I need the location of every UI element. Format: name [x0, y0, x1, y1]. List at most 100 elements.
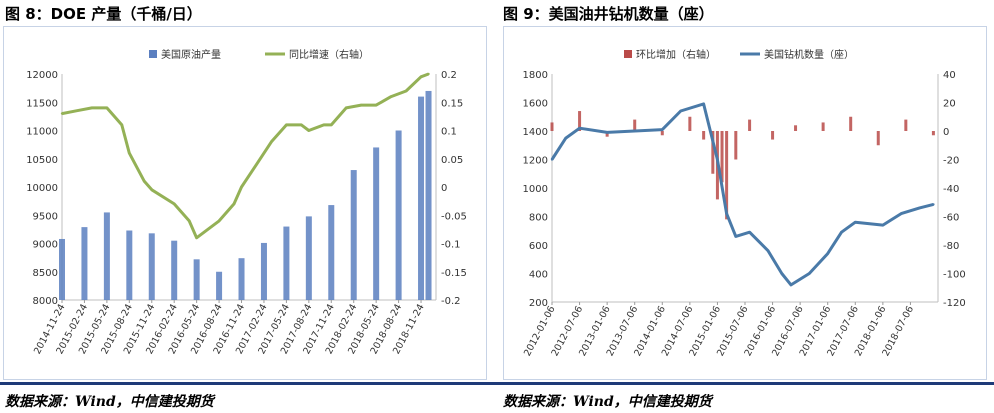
y-left-tick-label: 1600	[523, 99, 548, 110]
rig-count-chart: 20040060080010001200140016001800-120-100…	[522, 48, 966, 358]
line-point-2017-05	[285, 123, 288, 127]
bar-change-2015-03	[725, 131, 729, 220]
line-point-2012-01	[550, 158, 554, 161]
line-point-2018-01	[345, 106, 348, 110]
y-right-tick-label: -120	[943, 298, 966, 309]
line-point-2017-07	[854, 221, 857, 224]
line-point-2016-09	[808, 272, 811, 275]
line-point-2015-01	[716, 158, 719, 161]
line-point-2018-05	[900, 212, 903, 215]
line-point-2016-10	[232, 202, 236, 206]
line-point-2016-05	[789, 283, 793, 287]
y-left-tick-label: 10000	[26, 183, 58, 194]
line-point-2018-05	[374, 103, 378, 107]
bar-production-2017-02	[260, 242, 267, 300]
y-left-tick-label: 1800	[523, 70, 548, 81]
line-point-2018-09	[404, 89, 408, 93]
bar-change-2016-01	[771, 131, 775, 140]
line-point-2014-11	[60, 112, 64, 115]
line-point-2017-11	[330, 123, 333, 127]
line-point-2012-07	[578, 126, 581, 130]
y-right-tick-label: 0	[441, 183, 447, 194]
bar-change-2015-08	[748, 119, 752, 131]
legend-label: 美国原油产量	[161, 48, 221, 61]
bar-change-2018-06	[904, 119, 908, 131]
y-right-tick-label: 0	[943, 127, 949, 138]
bar-change-2014-12	[711, 131, 715, 174]
bar-production-2016-11	[238, 258, 245, 300]
bar-production-2015-11	[148, 233, 155, 300]
y-right-tick-label: -20	[943, 156, 959, 167]
line-point-2016-05	[195, 236, 198, 240]
y-right-tick-label: -0.2	[441, 296, 461, 307]
y-right-tick-label: -0.05	[441, 211, 467, 222]
bar-change-2014-07	[688, 116, 692, 131]
legend-label: 同比增速（右轴）	[289, 48, 369, 61]
y-left-tick-label: 11500	[26, 98, 58, 109]
line-point-2018-07	[389, 95, 393, 98]
line-point-2018-01	[881, 223, 885, 227]
line-point-2018-11	[419, 75, 423, 79]
bar-production-2017-08	[305, 216, 312, 300]
y-right-tick-label: -60	[943, 213, 959, 224]
chart-panel-rig-count: 200 400 600 800 1000 1200 1400 1600 1800 -120 -100…	[503, 26, 987, 380]
y-left-tick-label: 400	[529, 270, 548, 281]
bar-change-2014-10	[702, 131, 706, 140]
y-left-tick-label: 1400	[523, 127, 548, 138]
y-right-tick-label: -100	[943, 270, 966, 281]
bar-production-2018-02	[350, 170, 357, 300]
figure-9-source: 数据来源：Wind，中信建投期货	[503, 394, 712, 410]
bar-production-2017-05	[283, 226, 290, 300]
line-point-2015-05	[105, 106, 109, 110]
y-right-tick-label: -0.15	[441, 268, 467, 279]
footer-rule	[0, 382, 994, 385]
bar-production-2015-02	[81, 227, 88, 300]
line-point-2018-12	[932, 203, 935, 206]
y-left-tick-label: 10500	[26, 155, 58, 166]
bar-production-2014-11	[59, 238, 65, 300]
line-point-2018-09	[918, 206, 921, 210]
y-left-tick-label: 800	[529, 213, 548, 224]
line-point-2015-11	[150, 188, 153, 192]
line-point-2016-02	[173, 202, 176, 206]
line-point-2015-01	[75, 109, 79, 112]
line-point-2015-10	[143, 180, 146, 183]
legend-swatch-bar	[149, 50, 157, 58]
line-point-2014-01	[661, 128, 664, 131]
bar-change-2017-12	[876, 131, 880, 146]
line-point-2016-03	[780, 272, 783, 275]
bar-production-2015-05	[103, 212, 110, 300]
line-point-2015-03	[90, 106, 94, 110]
line-point-2016-04	[187, 219, 191, 223]
bar-production-2018-12	[425, 90, 432, 300]
bar-production-2018-11	[418, 96, 425, 300]
bar-change-2013-07	[633, 119, 637, 131]
line-point-2016-08	[217, 219, 221, 223]
y-left-tick-label: 8000	[33, 296, 58, 307]
y-right-tick-label: 0.15	[441, 98, 463, 109]
line-point-2018-12	[427, 72, 430, 76]
line-point-2017-04	[840, 230, 843, 234]
bar-change-2016-06	[794, 125, 798, 131]
line-point-2015-08	[748, 230, 751, 234]
bar-change-2012-01	[550, 122, 554, 131]
y-left-tick-label: 9500	[33, 211, 58, 222]
line-point-2015-12	[766, 249, 770, 252]
y-right-tick-label: 20	[943, 99, 956, 110]
y-left-tick-label: 12000	[26, 70, 58, 81]
bar-change-2018-12	[931, 131, 935, 136]
y-left-tick-label: 1200	[523, 156, 548, 167]
figure-9-title: 图 9：美国油井钻机数量（座）	[503, 5, 714, 23]
y-left-tick-label: 200	[529, 298, 548, 309]
line-point-2017-03	[270, 140, 273, 143]
line-point-2013-07	[633, 129, 636, 133]
line-point-2015-05	[734, 235, 738, 238]
y-right-tick-label: -80	[943, 241, 959, 252]
y-left-tick-label: 1000	[523, 184, 548, 195]
y-left-tick-label: 8500	[33, 268, 58, 279]
line-point-2017-10	[322, 123, 325, 127]
y-right-tick-label: 0.05	[441, 155, 463, 166]
legend-label: 环比增加（右轴）	[636, 48, 716, 61]
legend-swatch-bar	[624, 50, 632, 58]
bar-change-2015-02	[720, 131, 724, 183]
